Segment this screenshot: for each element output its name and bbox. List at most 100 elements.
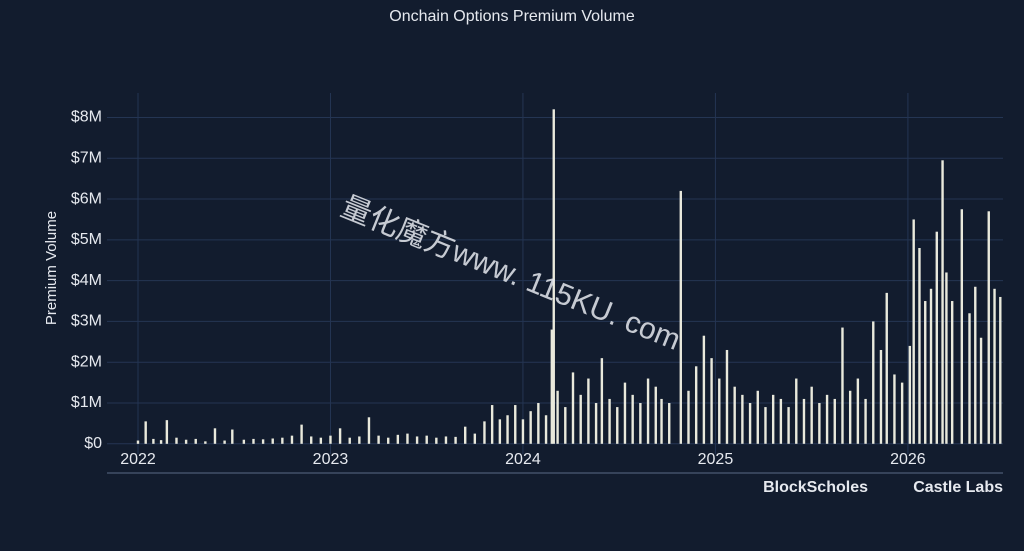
bar (924, 301, 927, 444)
bar (464, 426, 467, 444)
bar (694, 366, 698, 444)
bar (537, 403, 540, 444)
chart-title: Onchain Options Premium Volume (389, 8, 635, 25)
bar (329, 435, 332, 444)
bar (646, 378, 650, 444)
bar (725, 349, 729, 444)
bar (184, 439, 188, 444)
bar (544, 415, 548, 444)
bar (406, 433, 409, 444)
bar (444, 436, 448, 444)
bar (950, 301, 954, 444)
bar (802, 398, 806, 444)
bar (242, 439, 246, 444)
bar (338, 428, 342, 444)
bar (521, 419, 525, 444)
bar (490, 405, 494, 444)
y-tick-label: $6M (71, 190, 102, 207)
bar (718, 378, 721, 444)
bar (833, 398, 836, 444)
bar (733, 386, 736, 444)
bar (483, 421, 486, 444)
bar (415, 436, 419, 444)
bar (879, 349, 883, 444)
bar (864, 398, 867, 444)
bar (710, 358, 713, 444)
bar (900, 382, 904, 444)
bar (204, 441, 207, 444)
bar (764, 407, 767, 444)
bar (702, 335, 706, 444)
bar (529, 411, 532, 444)
bar (514, 405, 517, 444)
bar (564, 407, 567, 444)
bar (960, 209, 964, 444)
watermark: 量化魔方www. 115KU. com (336, 190, 685, 357)
bar (587, 378, 590, 444)
bar (223, 440, 226, 444)
bar (893, 374, 896, 444)
bar (968, 313, 971, 444)
bar (136, 440, 140, 444)
y-tick-label: $4M (71, 272, 102, 289)
bar (818, 403, 821, 444)
bar (290, 435, 294, 444)
bar (319, 437, 323, 444)
bar (616, 407, 619, 444)
y-tick-label: $1M (71, 394, 102, 411)
bar (979, 337, 983, 444)
bar (152, 438, 155, 444)
bar (872, 321, 875, 444)
bar (358, 436, 361, 444)
bar (506, 415, 509, 444)
y-tick-label: $2M (71, 353, 102, 370)
bar (848, 390, 852, 444)
bar (594, 403, 598, 444)
bar (473, 433, 477, 444)
bar (175, 437, 178, 444)
bar (165, 420, 169, 444)
bar (756, 390, 759, 444)
bar (941, 160, 944, 444)
bar (679, 190, 682, 444)
bar (425, 435, 428, 444)
bar (377, 435, 380, 444)
bar (600, 358, 604, 444)
y-axis-label: Premium Volume (43, 211, 60, 325)
bar (623, 382, 627, 444)
bar (159, 440, 163, 444)
bar (367, 417, 371, 444)
bar (771, 394, 775, 444)
bar (639, 403, 642, 444)
bar (687, 390, 690, 444)
x-tick-label: 2026 (890, 451, 926, 468)
bar (918, 248, 921, 444)
x-tick-label: 2024 (505, 451, 541, 468)
bar (396, 434, 400, 444)
bar (194, 438, 197, 444)
bar (654, 386, 657, 444)
bar (252, 438, 255, 444)
bar (795, 378, 798, 444)
bar (552, 109, 555, 444)
bar (741, 394, 744, 444)
bar (300, 424, 303, 444)
bar (999, 296, 1002, 444)
y-tick-label: $7M (71, 149, 102, 166)
brand: Castle Labs (913, 479, 1003, 496)
bar (261, 439, 265, 444)
bar (231, 429, 234, 444)
bar (310, 436, 313, 444)
bar (660, 398, 663, 444)
bar (556, 390, 559, 444)
bar (281, 437, 284, 444)
bar (908, 345, 912, 444)
bar (912, 219, 915, 444)
bar (668, 403, 671, 444)
bar (748, 403, 752, 444)
bar (779, 398, 783, 444)
y-tick-label: $3M (71, 313, 102, 330)
bar (387, 437, 390, 444)
x-tick-label: 2022 (120, 451, 156, 468)
